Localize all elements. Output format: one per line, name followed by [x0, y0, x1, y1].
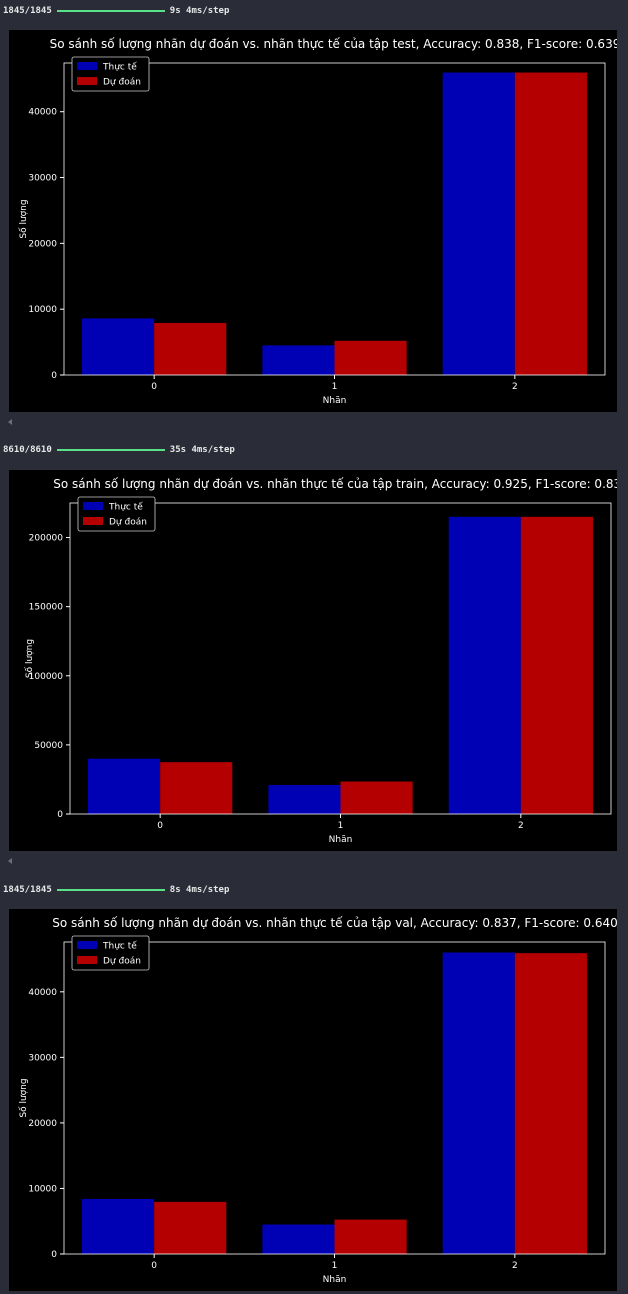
bar-predicted-1 — [340, 781, 413, 814]
legend-swatch — [77, 956, 97, 964]
chart-panel: So sánh số lượng nhãn dự đoán vs. nhãn t… — [9, 909, 617, 1291]
legend-label: Thực tế — [108, 502, 143, 513]
y-tick-label: 100000 — [29, 672, 64, 682]
legend-swatch — [77, 62, 97, 70]
legend-swatch — [83, 502, 103, 510]
legend-label: Dự đoán — [109, 518, 147, 528]
y-axis-title: Số lượng — [24, 639, 35, 678]
legend-label: Dự đoán — [103, 78, 141, 88]
progress-timing: 35s 4ms/step — [169, 445, 235, 455]
y-tick-label: 0 — [57, 810, 63, 820]
y-tick-label: 200000 — [29, 534, 64, 544]
bar-actual-1 — [262, 345, 335, 375]
chart-panel: So sánh số lượng nhãn dự đoán vs. nhãn t… — [9, 30, 617, 412]
y-axis-title: Số lượng — [18, 199, 29, 238]
plot-frame — [69, 502, 612, 815]
bar-predicted-2 — [514, 953, 587, 1254]
bar-predicted-1 — [334, 1219, 407, 1254]
bar-chart-val: So sánh số lượng nhãn dự đoán vs. nhãn t… — [18, 916, 617, 1285]
progress-bar — [56, 449, 165, 451]
y-tick-label: 30000 — [28, 174, 57, 184]
x-axis-title: Nhãn — [323, 1275, 347, 1285]
progress-line: 1845/1845 9s 4ms/step — [3, 4, 229, 18]
x-tick-label: 0 — [151, 1261, 157, 1271]
bar-chart-test: So sánh số lượng nhãn dự đoán vs. nhãn t… — [18, 37, 617, 406]
chart-title: So sánh số lượng nhãn dự đoán vs. nhãn t… — [53, 477, 617, 491]
bar-predicted-1 — [334, 340, 407, 375]
progress-steps: 8610/8610 — [3, 445, 52, 455]
bar-chart-train: So sánh số lượng nhãn dự đoán vs. nhãn t… — [24, 477, 617, 845]
x-tick-label: 2 — [512, 1261, 518, 1271]
bar-actual-0 — [88, 758, 161, 814]
bar-predicted-2 — [514, 72, 587, 375]
x-tick-label: 1 — [332, 382, 338, 392]
progress-line: 1845/1845 8s 4ms/step — [3, 883, 229, 897]
collapse-arrow-icon[interactable] — [8, 858, 12, 864]
bar-actual-0 — [82, 1198, 155, 1254]
bar-actual-1 — [268, 784, 341, 814]
bar-actual-2 — [448, 516, 521, 814]
legend-swatch — [77, 77, 97, 85]
x-tick-label: 2 — [518, 821, 524, 831]
x-axis-title: Nhãn — [329, 835, 353, 845]
y-tick-label: 0 — [51, 1250, 57, 1260]
progress-bar — [56, 10, 165, 12]
y-tick-label: 20000 — [28, 1119, 57, 1129]
bar-actual-2 — [442, 952, 515, 1254]
y-tick-label: 10000 — [28, 1184, 57, 1194]
legend-label: Thực tế — [102, 62, 137, 73]
legend-label: Thực tế — [102, 941, 137, 952]
output-cell: 1845/1845 9s 4ms/step So sánh số lượng n… — [0, 0, 628, 435]
y-tick-label: 30000 — [28, 1053, 57, 1063]
bar-predicted-0 — [154, 323, 227, 375]
y-axis-title: Số lượng — [18, 1078, 29, 1117]
plot-frame — [63, 941, 606, 1255]
legend-swatch — [77, 941, 97, 949]
x-tick-label: 1 — [338, 821, 344, 831]
output-cell: 8610/8610 35s 4ms/step So sánh số lượng … — [0, 440, 628, 875]
bar-actual-2 — [442, 72, 515, 375]
progress-steps: 1845/1845 — [3, 885, 52, 895]
progress-timing: 8s 4ms/step — [169, 885, 230, 895]
progress-bar — [56, 889, 165, 891]
y-tick-label: 20000 — [28, 239, 57, 249]
bar-predicted-2 — [520, 516, 593, 814]
plot-frame — [63, 62, 606, 376]
x-tick-label: 2 — [512, 382, 518, 392]
chart-title: So sánh số lượng nhãn dự đoán vs. nhãn t… — [52, 916, 617, 930]
bar-actual-0 — [82, 318, 155, 375]
x-axis-title: Nhãn — [323, 396, 347, 406]
chart-panel: So sánh số lượng nhãn dự đoán vs. nhãn t… — [9, 470, 617, 851]
x-tick-label: 0 — [157, 821, 163, 831]
progress-steps: 1845/1845 — [3, 6, 52, 16]
progress-timing: 9s 4ms/step — [169, 6, 230, 16]
x-tick-label: 1 — [332, 1261, 338, 1271]
y-tick-label: 150000 — [29, 603, 64, 613]
bar-predicted-0 — [154, 1201, 227, 1254]
bar-predicted-0 — [160, 762, 233, 814]
output-cell: 1845/1845 8s 4ms/step So sánh số lượng n… — [0, 880, 628, 1292]
y-tick-label: 50000 — [34, 741, 63, 751]
collapse-arrow-icon[interactable] — [8, 419, 12, 425]
bar-actual-1 — [262, 1224, 335, 1254]
progress-line: 8610/8610 35s 4ms/step — [3, 443, 235, 457]
x-tick-label: 0 — [151, 382, 157, 392]
legend-label: Dự đoán — [103, 957, 141, 967]
y-tick-label: 10000 — [28, 305, 57, 315]
chart-title: So sánh số lượng nhãn dự đoán vs. nhãn t… — [50, 37, 617, 51]
y-tick-label: 40000 — [28, 988, 57, 998]
y-tick-label: 0 — [51, 371, 57, 381]
legend-swatch — [83, 517, 103, 525]
y-tick-label: 40000 — [28, 108, 57, 118]
